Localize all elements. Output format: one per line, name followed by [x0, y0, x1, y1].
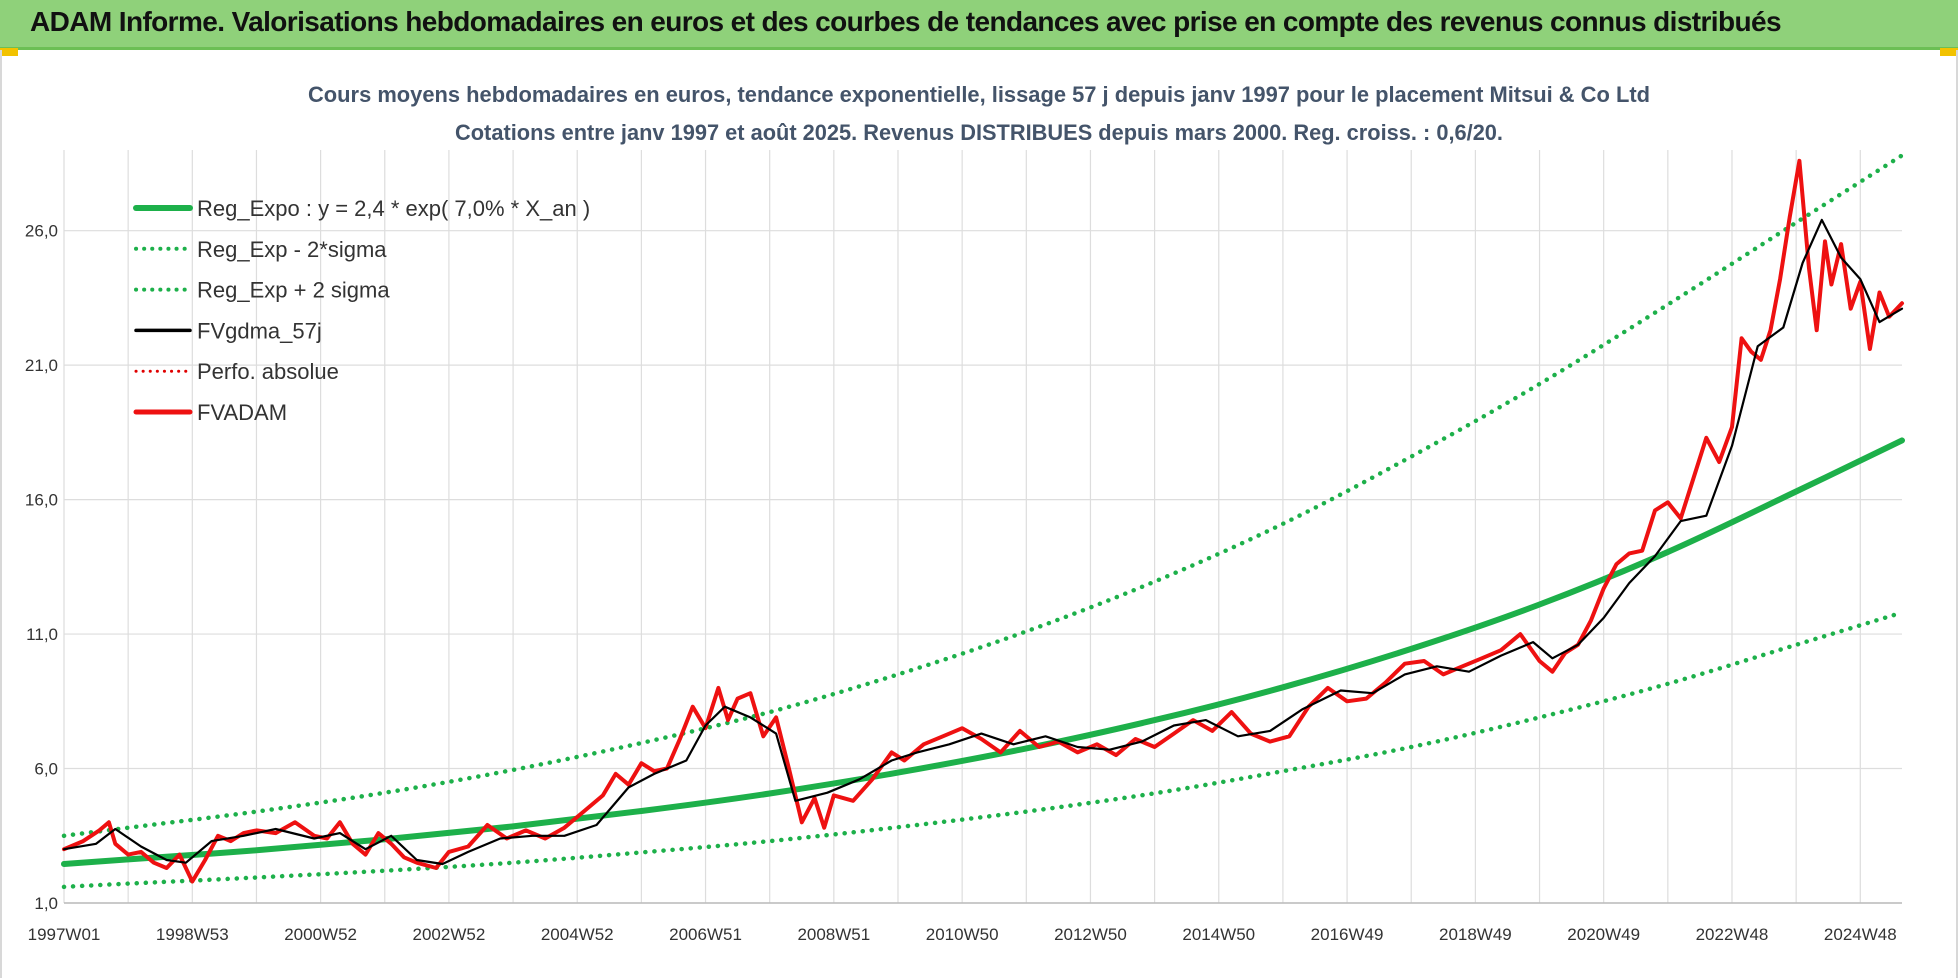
x-tick-label: 2000W52: [284, 925, 357, 944]
x-tick-label: 2008W51: [797, 925, 870, 944]
x-axis-ticks: 1997W01 1998W53 2000W52 2002W52 2004W52 2006W…: [28, 902, 1902, 944]
chart-subtitle: Cotations entre janv 1997 et août 2025. …: [455, 120, 1503, 145]
x-tick-label: 2018W49: [1439, 925, 1512, 944]
y-axis-ticks: 1,0 6,0 11,0 16,0 21,0 26,0: [25, 222, 58, 913]
x-tick-label: 1997W01: [28, 925, 101, 944]
legend-label: FVADAM: [197, 400, 287, 425]
y-tick-label: 6,0: [34, 760, 58, 779]
y-tick-label: 11,0: [26, 625, 58, 644]
chart-frame: [0, 50, 1958, 978]
y-tick-label: 26,0: [25, 222, 58, 241]
grid: [63, 150, 1902, 904]
y-tick-label: 1,0: [34, 894, 58, 913]
x-tick-label: 2020W49: [1567, 925, 1640, 944]
x-tick-label: 2006W51: [669, 925, 742, 944]
x-tick-label: 2002W52: [413, 925, 486, 944]
y-tick-label: 21,0: [25, 356, 58, 375]
x-tick-label: 2010W50: [926, 925, 999, 944]
legend-label: Perfo. absolue: [197, 359, 339, 384]
series-fvadam: [62, 158, 1904, 884]
header-banner: ADAM Informe. Valorisations hebdomadaire…: [0, 0, 1958, 50]
series-reg-plus-2sigma: [61, 153, 1905, 839]
banner-title: ADAM Informe. Valorisations hebdomadaire…: [30, 6, 1782, 37]
x-tick-label: 2004W52: [541, 925, 614, 944]
legend: Reg_Expo : y = 2,4 * exp( 7,0% * X_an ) R…: [133, 196, 590, 425]
legend-label: Reg_Expo : y = 2,4 * exp( 7,0% * X_an ): [197, 196, 590, 221]
chart-title: Cours moyens hebdomadaires en euros, ten…: [308, 82, 1650, 107]
x-tick-label: 2022W48: [1696, 925, 1769, 944]
series: [61, 153, 1905, 890]
legend-label: Reg_Exp - 2*sigma: [197, 237, 387, 262]
y-tick-label: 16,0: [25, 491, 58, 510]
legend-label: Reg_Exp + 2 sigma: [197, 278, 390, 303]
corner-mark-right: [1940, 48, 1958, 56]
legend-label: FVgdma_57j: [197, 318, 322, 343]
x-tick-label: 2016W49: [1311, 925, 1384, 944]
series-fvgdma-57j: [62, 218, 1904, 866]
x-tick-label: 2012W50: [1054, 925, 1127, 944]
series-reg-minus-2sigma: [61, 610, 1905, 890]
x-tick-label: 1998W53: [156, 925, 229, 944]
x-tick-label: 2024W48: [1824, 925, 1897, 944]
corner-mark-left: [0, 48, 18, 56]
x-tick-label: 2014W50: [1182, 925, 1255, 944]
series-reg-expo: [61, 437, 1905, 867]
